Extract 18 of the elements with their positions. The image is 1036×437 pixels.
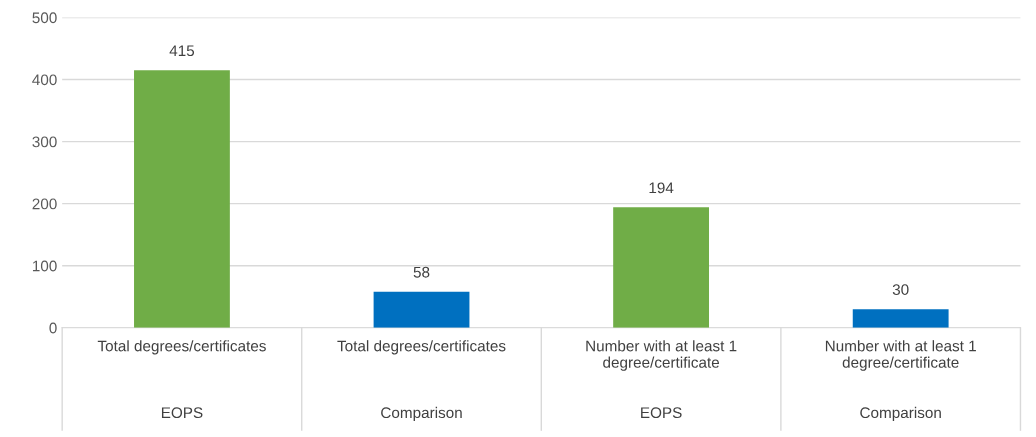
data-label: 415 bbox=[169, 45, 195, 57]
bar bbox=[373, 291, 470, 328]
category-label: Total degrees/certificates Comparison bbox=[337, 340, 506, 422]
category-label: Number with at least 1 degree/certificate EOPS bbox=[586, 340, 737, 419]
category-label: Number with at least 1 degree/certificate Comparison bbox=[825, 340, 976, 422]
bar bbox=[613, 207, 710, 328]
bar bbox=[852, 309, 949, 328]
data-label: 194 bbox=[649, 182, 674, 194]
bar bbox=[134, 70, 230, 328]
category-label: Total degrees/certificates EOPS bbox=[97, 340, 266, 419]
data-label: 30 bbox=[892, 284, 909, 295]
y-tick-label: 100 bbox=[32, 260, 57, 272]
y-tick-label: 300 bbox=[32, 136, 57, 148]
data-label: 58 bbox=[413, 266, 430, 278]
y-tick-label: 400 bbox=[32, 74, 57, 86]
y-tick-label: 200 bbox=[32, 198, 57, 210]
y-tick-label: 500 bbox=[32, 12, 57, 24]
y-tick-label: 0 bbox=[49, 322, 57, 334]
